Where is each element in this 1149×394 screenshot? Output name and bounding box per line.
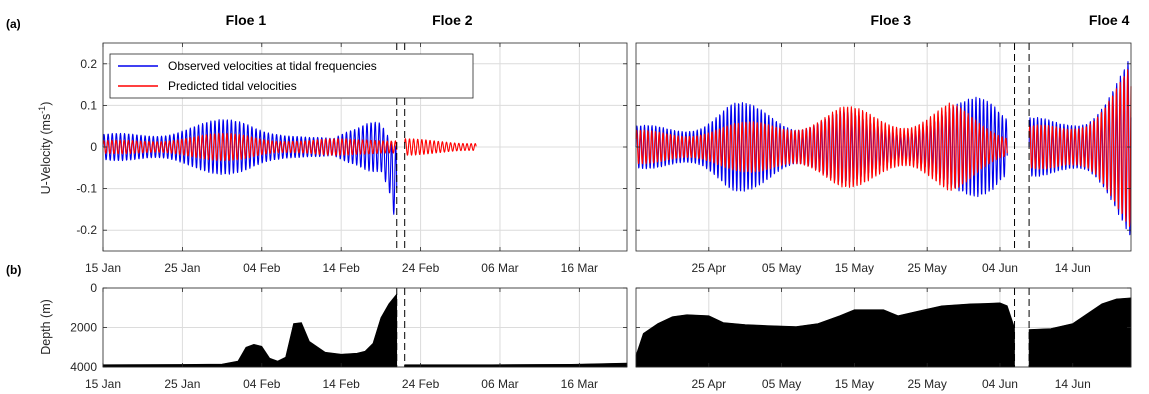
depth-right-xtick-label: 05 May <box>762 377 801 391</box>
depth-area <box>404 362 628 368</box>
panel-label-b: (b) <box>6 263 21 277</box>
depth-left-xtick-label: 14 Feb <box>323 377 361 391</box>
velocity-left-xtick-label: 15 Jan <box>85 261 121 275</box>
depth-area <box>635 302 1015 368</box>
panel-label-a: (a) <box>6 17 21 31</box>
depth-left-xtick-label: 25 Jan <box>164 377 200 391</box>
velocity-right-xtick-label: 25 Apr <box>691 261 726 275</box>
depth-ytick-label: 4000 <box>70 360 97 374</box>
velocity-left-xtick-label: 14 Feb <box>323 261 361 275</box>
legend-label-observed: Observed velocities at tidal frequencies <box>168 59 377 73</box>
depth-right-axes-box <box>635 287 1132 368</box>
velocity-y-axis-label-sup: -1 <box>37 106 47 114</box>
depth-right-xtick-label: 25 May <box>907 377 946 391</box>
depth-right-xtick-label: 15 May <box>835 377 874 391</box>
velocity-left-axes-box <box>102 42 628 252</box>
velocity-left-xtick-label: 16 Mar <box>561 261 598 275</box>
velocity-right-xtick-label: 05 May <box>762 261 801 275</box>
tick-label-layer: 15 Jan 25 Jan 04 Feb 14 Feb 24 Feb 06 Mar 16 M… <box>70 57 1090 391</box>
floe-label: Floe 3 <box>871 12 912 28</box>
depth-right-xtick-label: 14 Jun <box>1055 377 1091 391</box>
legend-box <box>109 53 474 99</box>
velocity-right-xtick-label: 25 May <box>907 261 946 275</box>
velocity-right-axes-box <box>635 42 1132 252</box>
velocity-right-xtick-label: 14 Jun <box>1055 261 1091 275</box>
floe-label: Floe 4 <box>1089 12 1130 28</box>
velocity-left-xtick-label: 06 Mar <box>481 261 518 275</box>
velocity-ytick-label: -0.1 <box>76 182 97 196</box>
velocity-ytick-label: 0 <box>90 140 97 154</box>
depth-left-xtick-label: 06 Mar <box>481 377 518 391</box>
depth-ytick-label: 0 <box>90 281 97 295</box>
depth-right-xtick-label: 25 Apr <box>691 377 726 391</box>
depth-left-xtick-label: 24 Feb <box>402 377 440 391</box>
velocity-right-xtick-label: 04 Jun <box>982 261 1018 275</box>
depth-y-axis-label: Depth (m) <box>39 299 53 355</box>
velocity-left-xtick-label: 25 Jan <box>164 261 200 275</box>
depth-area <box>1028 297 1132 368</box>
velocity-y-axis-label-close: ) <box>39 102 53 106</box>
velocity-left-xtick-label: 04 Feb <box>243 261 281 275</box>
velocity-series-line <box>404 138 477 156</box>
depth-left-axes-box <box>102 287 628 368</box>
depth-left-xtick-label: 04 Feb <box>243 377 281 391</box>
velocity-ytick-label: 0.2 <box>80 57 97 71</box>
floe-label-layer: Floe 1 Floe 2 Floe 3 Floe 4 <box>226 12 1130 28</box>
depth-ytick-label: 2000 <box>70 321 97 335</box>
velocity-right-xtick-label: 15 May <box>835 261 874 275</box>
velocity-series-line <box>102 119 398 215</box>
velocity-series-line <box>635 102 1008 191</box>
legend: Observed velocities at tidal frequencies… <box>109 53 474 99</box>
velocity-left-xtick-label: 24 Feb <box>402 261 440 275</box>
velocity-y-axis-label: U-Velocity (ms-1) <box>37 102 53 195</box>
legend-label-predicted: Predicted tidal velocities <box>168 79 297 93</box>
velocity-ytick-label: 0.1 <box>80 98 97 112</box>
depth-left-xtick-label: 16 Mar <box>561 377 598 391</box>
floe-label: Floe 1 <box>226 12 267 28</box>
velocity-series-line <box>1028 69 1132 227</box>
depth-right-xtick-label: 04 Jun <box>982 377 1018 391</box>
velocity-y-axis-label-main: U-Velocity (ms <box>39 114 53 195</box>
floe-label: Floe 2 <box>432 12 473 28</box>
velocity-series-line <box>102 132 398 162</box>
depth-left-xtick-label: 15 Jan <box>85 377 121 391</box>
data-layer <box>102 61 1132 368</box>
depth-area <box>102 293 398 368</box>
velocity-ytick-label: -0.2 <box>76 223 97 237</box>
axes-layer <box>102 42 1132 368</box>
